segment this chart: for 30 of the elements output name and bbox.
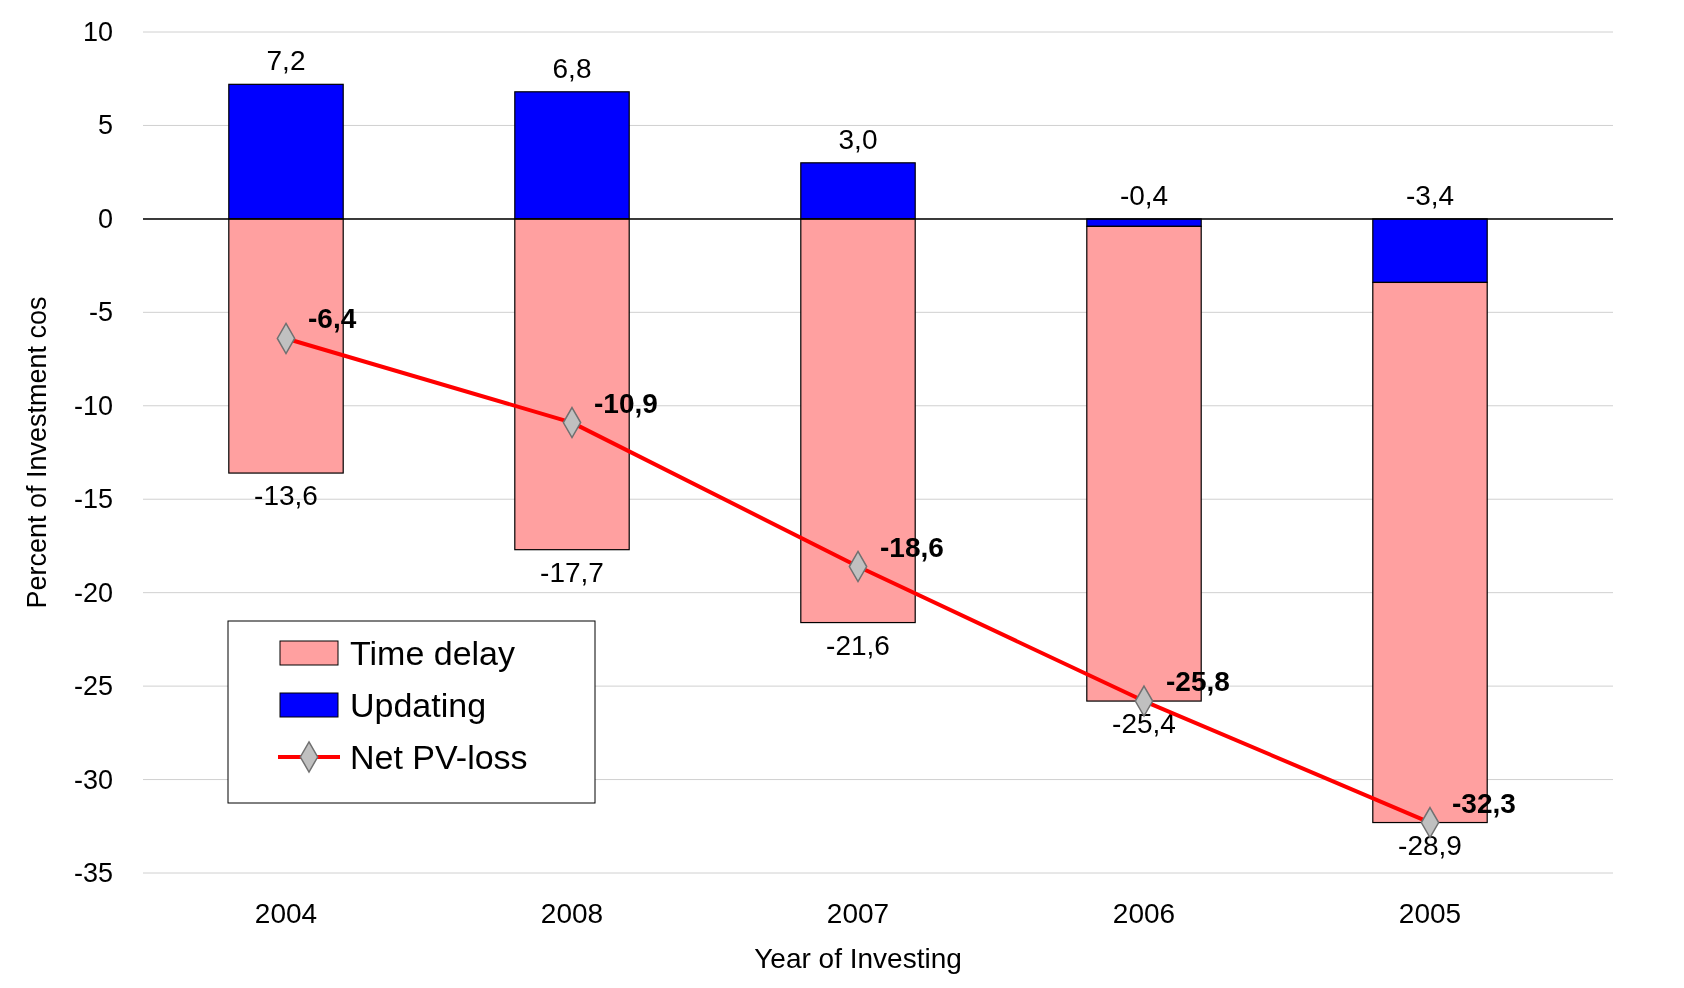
data-label: -21,6 — [826, 629, 890, 661]
data-label: -0,4 — [1119, 179, 1169, 211]
data-label: -25,4 — [1112, 708, 1176, 740]
legend-label: Net PV-loss — [350, 738, 528, 776]
y-tick-label: 10 — [82, 17, 113, 47]
x-tick-label: 2007 — [826, 898, 890, 929]
data-label: -17,7 — [540, 556, 604, 588]
data-label: 6,8 — [552, 52, 592, 84]
y-tick-label: -35 — [73, 858, 113, 888]
legend-label: Time delay — [350, 634, 516, 672]
data-label: -3,4 — [1405, 179, 1455, 211]
data-label: -28,9 — [1398, 829, 1462, 861]
y-tick-label: -10 — [73, 390, 113, 421]
y-tick-label: -30 — [73, 764, 113, 795]
y-axis-title: Percent of Investment cos — [22, 296, 52, 609]
data-label: 3,0 — [838, 123, 878, 155]
x-tick-label: 2004 — [254, 898, 318, 929]
x-tick-label: 2008 — [540, 898, 604, 929]
data-label: 7,2 — [266, 45, 306, 77]
data-label: -13,6 — [254, 480, 318, 512]
y-tick-label: -15 — [73, 484, 113, 515]
y-tick-label: -25 — [73, 671, 113, 702]
y-tick-label: 5 — [97, 110, 113, 141]
y-tick-label: -20 — [73, 577, 113, 608]
y-tick-label: 0 — [97, 203, 113, 234]
legend-label: Updating — [350, 686, 487, 724]
x-axis-title: Year of Investing — [754, 943, 962, 974]
x-tick-label: 2005 — [1398, 898, 1462, 929]
y-tick-label: -5 — [88, 297, 113, 328]
x-tick-label: 2006 — [1112, 898, 1176, 929]
